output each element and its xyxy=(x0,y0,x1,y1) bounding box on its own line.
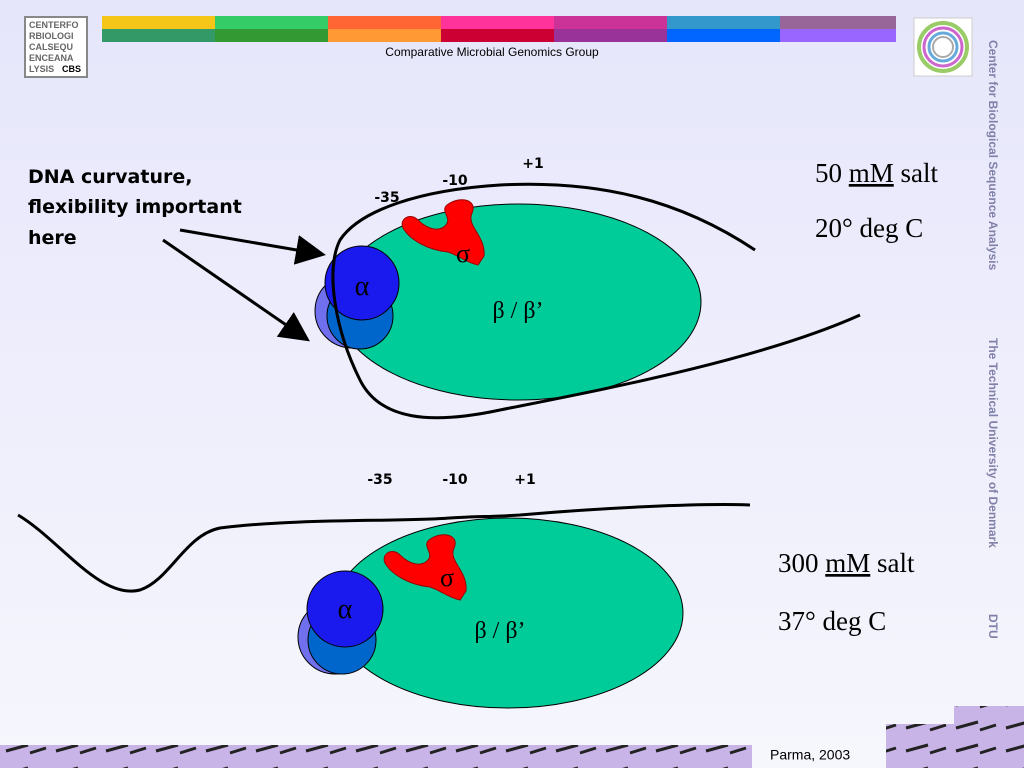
position-label: -10 xyxy=(442,472,468,488)
sidebar-center: Center for Biological Sequence Analysis xyxy=(986,40,1000,271)
dna xyxy=(17,503,751,593)
dna xyxy=(331,182,861,420)
temperature: 20° deg C xyxy=(815,213,923,243)
panel-top: -35 -10 +1 σ α β / β’ 50 mM salt 20° deg… xyxy=(314,156,939,420)
salt: 300 mM salt xyxy=(778,548,915,578)
sidebar-university: The Technical University of Denmark xyxy=(986,338,1000,548)
position-label: -35 xyxy=(374,190,399,206)
annotation-line: here xyxy=(28,227,77,249)
alpha-label: α xyxy=(355,271,370,302)
position-label: -35 xyxy=(367,472,392,488)
cbs-logo: CENTERFO RBIOLOGI CALSEQU ENCEANA LYSIS … xyxy=(24,16,88,78)
logo-line: RBIOLOGI xyxy=(29,31,74,41)
salt-unit: mM xyxy=(849,158,894,188)
logo-tag: CBS xyxy=(62,64,81,74)
sigma-label: σ xyxy=(456,239,470,268)
position-label: +1 xyxy=(522,156,543,172)
arrow xyxy=(179,228,326,265)
logo-line: CENTERFO xyxy=(29,20,79,30)
salt-word: salt xyxy=(877,548,915,578)
position-label: -10 xyxy=(442,173,468,189)
logo-line: CALSEQU xyxy=(29,42,73,52)
beta-subunit xyxy=(332,517,684,709)
temperature: 37° deg C xyxy=(778,606,886,636)
annotation-line: flexibility important xyxy=(28,196,242,218)
logo-line: ENCEANA xyxy=(29,53,74,63)
sigma-label: σ xyxy=(440,563,454,592)
genome-logo xyxy=(913,17,973,77)
credit: Parma, 2003 xyxy=(770,747,850,763)
salt: 50 mM salt xyxy=(815,158,939,188)
annotation-line: DNA curvature, xyxy=(28,166,192,188)
color-bars xyxy=(102,16,896,42)
sigma-factor xyxy=(401,199,485,266)
position-label: +1 xyxy=(514,472,535,488)
salt-value: 50 xyxy=(815,158,842,188)
arrow xyxy=(162,238,310,342)
sidebar-short: DTU xyxy=(986,614,1000,639)
footer-corner xyxy=(954,706,1024,724)
beta-label: β / β’ xyxy=(492,298,543,324)
alpha-front xyxy=(324,245,400,321)
salt-value: 300 xyxy=(778,548,819,578)
sigma-factor xyxy=(383,534,467,601)
alpha-label: α xyxy=(338,594,353,625)
logo-line: LYSIS xyxy=(29,64,54,74)
beta-label: β / β’ xyxy=(474,618,525,644)
salt-word: salt xyxy=(901,158,939,188)
salt-unit: mM xyxy=(825,548,870,578)
group-name: Comparative Microbial Genomics Group xyxy=(385,45,599,59)
footer-strip xyxy=(0,745,752,768)
panel-bottom: -35 -10 +1 σ α β / β’ 300 mM salt 37° de… xyxy=(17,472,915,709)
alpha-front xyxy=(306,570,384,648)
footer-corner xyxy=(886,724,1024,768)
